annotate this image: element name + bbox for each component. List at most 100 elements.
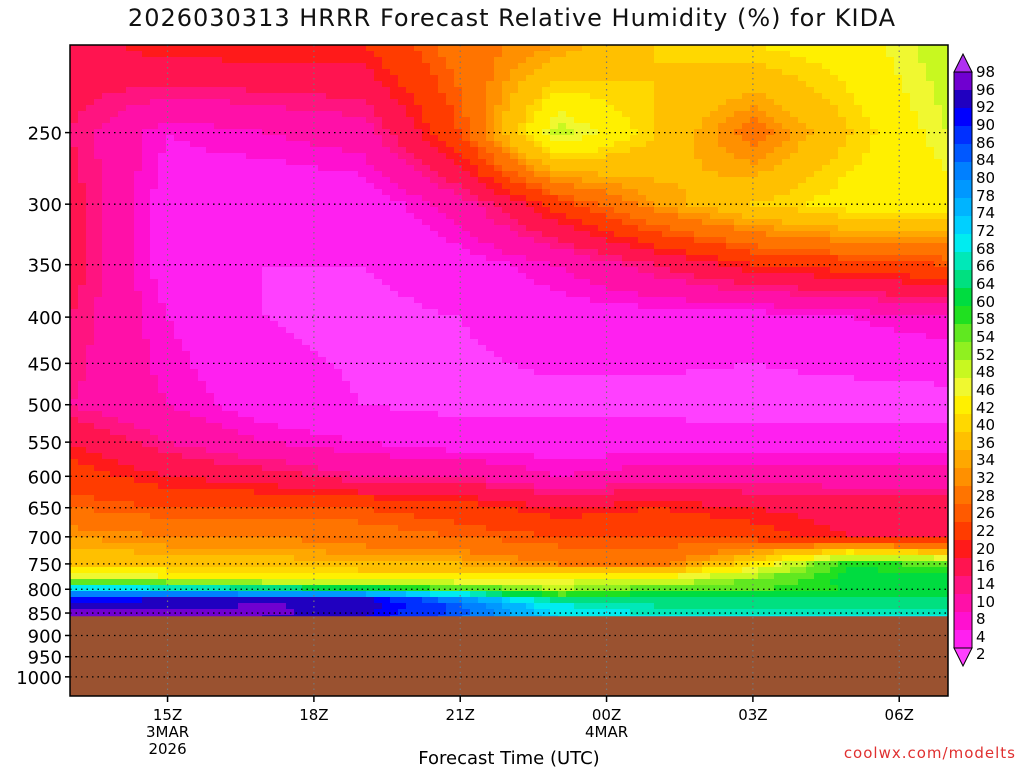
rh-cell [206,81,215,88]
rh-cell [566,225,575,232]
rh-cell [638,225,647,232]
rh-cell [446,51,455,58]
rh-cell [502,63,511,70]
rh-cell [686,135,695,142]
rh-cell [398,75,407,82]
rh-cell [630,141,639,148]
rh-cell [390,69,399,76]
rh-cell [134,315,143,322]
rh-cell [606,75,615,82]
rh-cell [862,285,871,292]
rh-cell [326,123,335,130]
rh-cell [390,135,399,142]
rh-cell [862,273,871,280]
rh-cell [734,267,743,274]
rh-cell [590,255,599,262]
rh-cell [718,177,727,184]
rh-cell [438,201,447,208]
rh-cell [374,111,383,118]
rh-cell [406,303,415,310]
rh-cell [494,243,503,250]
rh-cell [206,303,215,310]
rh-cell [502,159,511,166]
rh-cell [886,195,895,202]
rh-cell [910,123,919,130]
rh-cell [94,183,103,190]
rh-cell [134,249,143,256]
rh-cell [102,189,111,196]
rh-cell [174,261,183,268]
rh-cell [454,135,463,142]
rh-cell [870,93,879,100]
rh-cell [502,219,511,226]
rh-cell [278,93,287,100]
rh-cell [486,69,495,76]
rh-cell [654,159,663,166]
rh-cell [710,99,719,106]
rh-cell [454,153,463,160]
rh-cell [862,309,871,316]
rh-cell [462,237,471,244]
rh-cell [726,135,735,142]
rh-cell [574,213,583,220]
rh-cell [542,111,551,118]
rh-cell [414,57,423,64]
rh-cell [470,297,479,304]
rh-cell [238,93,247,100]
rh-cell [822,75,831,82]
rh-cell [702,45,711,52]
rh-cell [550,171,559,178]
rh-cell [414,159,423,166]
rh-cell [862,147,871,154]
rh-cell [134,285,143,292]
rh-cell [150,219,159,226]
rh-cell [246,165,255,172]
rh-cell [134,123,143,130]
rh-cell [278,315,287,322]
rh-cell [462,213,471,220]
rh-cell [494,159,503,166]
rh-cell [734,135,743,142]
rh-cell [358,57,367,64]
rh-cell [174,291,183,298]
rh-cell [486,189,495,196]
rh-cell [822,285,831,292]
rh-cell [358,147,367,154]
rh-cell [318,273,327,280]
rh-cell [542,165,551,172]
rh-cell [750,309,759,316]
rh-cell [766,249,775,256]
rh-cell [134,291,143,298]
rh-cell [790,177,799,184]
rh-cell [878,69,887,76]
rh-cell [478,249,487,256]
rh-cell [702,69,711,76]
rh-cell [566,267,575,274]
rh-cell [190,303,199,310]
rh-cell [118,141,127,148]
rh-cell [614,81,623,88]
rh-cell [366,135,375,142]
rh-cell [566,255,575,262]
rh-cell [766,153,775,160]
rh-cell [454,237,463,244]
rh-cell [342,51,351,58]
rh-cell [846,225,855,232]
rh-cell [862,129,871,136]
rh-cell [278,81,287,88]
rh-cell [398,111,407,118]
rh-cell [830,207,839,214]
rh-cell [230,75,239,82]
rh-cell [590,135,599,142]
rh-cell [94,297,103,304]
rh-cell [838,153,847,160]
rh-cell [526,141,535,148]
rh-cell [78,183,87,190]
rh-cell [694,273,703,280]
rh-cell [390,291,399,298]
rh-cell [374,87,383,94]
rh-cell [774,63,783,70]
rh-cell [86,213,95,220]
rh-cell [278,207,287,214]
rh-cell [278,63,287,70]
